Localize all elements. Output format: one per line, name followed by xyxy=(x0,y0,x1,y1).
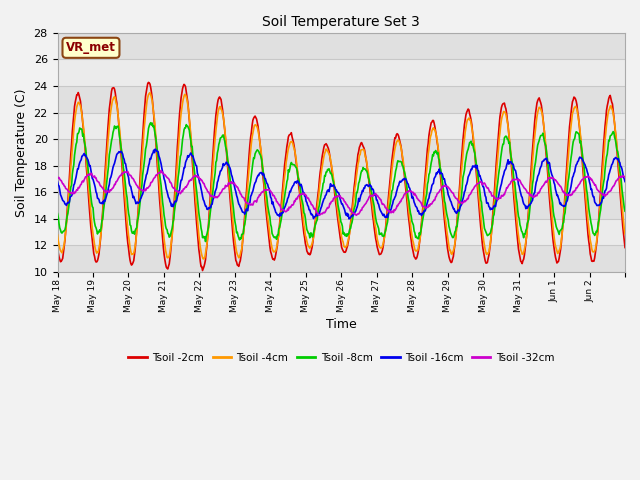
Tsoil -8cm xyxy=(276,225,284,231)
Tsoil -32cm xyxy=(54,174,61,180)
Tsoil -16cm xyxy=(621,179,629,184)
Tsoil -8cm xyxy=(147,120,155,126)
Tsoil -2cm xyxy=(120,194,128,200)
Line: Tsoil -32cm: Tsoil -32cm xyxy=(58,170,625,215)
Tsoil -16cm xyxy=(275,212,283,217)
Bar xyxy=(58,192,625,219)
Tsoil -2cm xyxy=(54,243,61,249)
Bar xyxy=(58,219,625,245)
Text: VR_met: VR_met xyxy=(66,41,116,54)
Tsoil -16cm xyxy=(225,164,233,169)
Tsoil -8cm xyxy=(54,211,61,216)
Line: Tsoil -4cm: Tsoil -4cm xyxy=(58,93,625,259)
Y-axis label: Soil Temperature (C): Soil Temperature (C) xyxy=(15,88,28,216)
Tsoil -2cm xyxy=(433,139,441,144)
Tsoil -8cm xyxy=(433,151,441,157)
Tsoil -8cm xyxy=(254,148,262,154)
Tsoil -4cm xyxy=(276,225,284,230)
Tsoil -16cm xyxy=(253,174,261,180)
Tsoil -16cm xyxy=(120,156,128,162)
Line: Tsoil -16cm: Tsoil -16cm xyxy=(58,149,625,219)
Tsoil -2cm xyxy=(401,180,409,186)
X-axis label: Time: Time xyxy=(326,318,356,331)
Tsoil -4cm xyxy=(120,183,128,189)
Tsoil -8cm xyxy=(401,173,409,179)
Tsoil -16cm xyxy=(54,179,61,185)
Tsoil -32cm xyxy=(120,169,128,175)
Tsoil -4cm xyxy=(401,174,409,180)
Tsoil -4cm xyxy=(254,128,262,134)
Tsoil -4cm xyxy=(200,256,207,262)
Bar xyxy=(58,245,625,272)
Tsoil -8cm xyxy=(226,174,234,180)
Bar xyxy=(58,166,625,192)
Line: Tsoil -2cm: Tsoil -2cm xyxy=(58,83,625,271)
Tsoil -4cm xyxy=(146,90,154,96)
Tsoil -2cm xyxy=(145,80,152,85)
Bar xyxy=(58,86,625,112)
Tsoil -8cm xyxy=(621,208,629,214)
Tsoil -4cm xyxy=(54,232,61,238)
Bar xyxy=(58,112,625,139)
Tsoil -2cm xyxy=(254,123,262,129)
Tsoil -8cm xyxy=(202,239,209,244)
Tsoil -16cm xyxy=(151,146,159,152)
Tsoil -16cm xyxy=(401,176,409,182)
Bar xyxy=(58,60,625,86)
Tsoil -32cm xyxy=(275,201,283,207)
Tsoil -32cm xyxy=(225,181,233,187)
Tsoil -32cm xyxy=(621,175,629,180)
Bar xyxy=(58,139,625,166)
Tsoil -32cm xyxy=(433,191,441,197)
Tsoil -2cm xyxy=(276,222,284,228)
Legend: Tsoil -2cm, Tsoil -4cm, Tsoil -8cm, Tsoil -16cm, Tsoil -32cm: Tsoil -2cm, Tsoil -4cm, Tsoil -8cm, Tsoi… xyxy=(124,348,558,367)
Tsoil -32cm xyxy=(401,191,409,196)
Tsoil -2cm xyxy=(198,268,206,274)
Tsoil -8cm xyxy=(120,169,128,175)
Tsoil -4cm xyxy=(433,137,441,143)
Tsoil -16cm xyxy=(433,171,441,177)
Tsoil -32cm xyxy=(353,212,360,218)
Tsoil -32cm xyxy=(253,196,261,202)
Tsoil -16cm xyxy=(345,216,353,222)
Tsoil -2cm xyxy=(226,195,234,201)
Bar xyxy=(58,33,625,60)
Tsoil -2cm xyxy=(621,245,629,251)
Tsoil -4cm xyxy=(621,231,629,237)
Title: Soil Temperature Set 3: Soil Temperature Set 3 xyxy=(262,15,420,29)
Line: Tsoil -8cm: Tsoil -8cm xyxy=(58,123,625,241)
Tsoil -4cm xyxy=(226,185,234,191)
Tsoil -32cm xyxy=(157,168,165,173)
